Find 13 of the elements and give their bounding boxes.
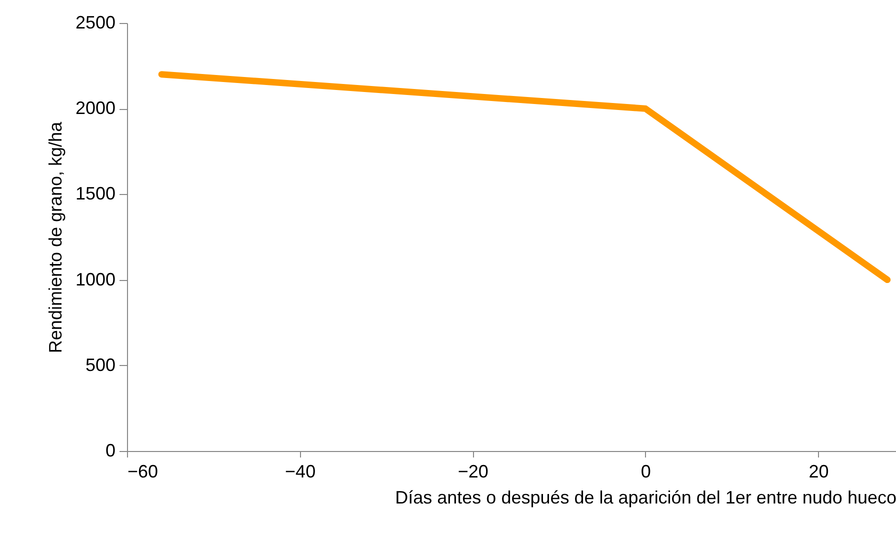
x-tick-label: −40 xyxy=(285,462,316,482)
y-tick-label: 2000 xyxy=(75,98,116,118)
y-tick-label: 500 xyxy=(85,354,116,375)
y-axis-title: Rendimiento de grano, kg/ha xyxy=(45,120,66,354)
x-tick-label: −20 xyxy=(458,462,488,482)
x-tick-label: 0 xyxy=(640,462,651,482)
x-tick-label: −60 xyxy=(128,462,158,482)
y-tick-label: 1500 xyxy=(75,184,116,204)
y-tick-label: 0 xyxy=(105,440,116,460)
y-tick-label: 1000 xyxy=(75,269,116,290)
x-axis-title: Días antes o después de la aparición del 1er entre nudo hueco xyxy=(395,488,896,508)
x-tick-label: 20 xyxy=(808,462,829,482)
y-tick-label: 2500 xyxy=(75,12,116,32)
